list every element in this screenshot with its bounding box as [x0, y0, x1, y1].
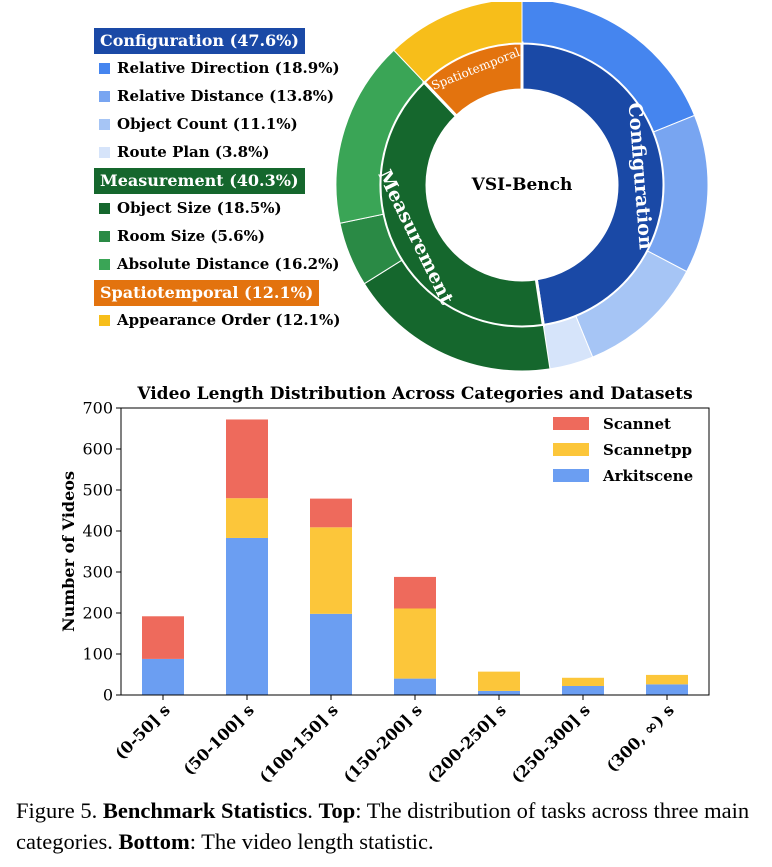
legend-item-object-count: Object Count (11.1%): [94, 110, 354, 138]
legend-label-scannet: Scannet: [603, 415, 671, 433]
video-length-bar-chart: Video Length Distribution Across Categor…: [59, 384, 710, 787]
legend-label-arkitscene: Arkitscene: [602, 467, 693, 485]
caption-top-label: Top: [318, 798, 356, 823]
y-axis-label: Number of Videos: [59, 471, 78, 632]
bar-scannetpp-3: [394, 608, 436, 679]
bar-arkitscene-4: [478, 690, 520, 695]
bar-arkitscene-0: [142, 658, 184, 695]
legend-swatch-arkitscene: [553, 469, 589, 482]
legend-item-route-plan: Route Plan (3.8%): [94, 138, 354, 166]
legend-label: Absolute Distance (16.2%): [117, 255, 340, 273]
sunburst-center-label: VSI-Bench: [471, 175, 573, 195]
y-tick-label: 100: [82, 645, 113, 664]
caption-bottom-text: : The video length statistic.: [189, 829, 434, 854]
legend-item-relative-direction: Relative Direction (18.9%): [94, 54, 354, 82]
legend-swatch-scannet: [553, 417, 589, 430]
legend-swatch: [99, 202, 110, 214]
legend-label: Route Plan (3.8%): [117, 143, 270, 161]
x-tick-label: (300, ∞) s: [602, 700, 677, 775]
x-tick-label: (50-100] s: [179, 700, 258, 779]
legend-header-measurement: Measurement (40.3%): [94, 168, 305, 194]
y-tick-label: 0: [103, 686, 113, 705]
x-tick-label: (250-300] s: [507, 700, 593, 786]
legend-item-appearance-order: Appearance Order (12.1%): [94, 306, 354, 334]
legend-label-scannetpp: Scannetpp: [603, 441, 692, 459]
bar-arkitscene-3: [394, 678, 436, 695]
x-tick-label: (200-250] s: [423, 700, 509, 786]
caption-top-text: : The distribution of tasks across three…: [16, 798, 750, 854]
legend-swatch-scannetpp: [553, 443, 589, 456]
caption-prefix: Figure 5.: [16, 798, 103, 823]
sunburst-chart: ConfigurationMeasurementSpatiotemporalVS…: [335, 2, 709, 372]
legend-header-configuration: Configuration (47.6%): [94, 28, 305, 54]
legend-header-spatiotemporal: Spatiotemporal (12.1%): [94, 280, 320, 306]
sunburst-outer-appearance-order: [393, 2, 523, 83]
legend-item-room-size: Room Size (5.6%): [94, 222, 354, 250]
x-tick-label: (0-50] s: [111, 700, 174, 763]
legend-swatch: [99, 146, 110, 158]
legend-group-configuration: Configuration (47.6%) Relative Direction …: [94, 28, 354, 166]
chart-title: Video Length Distribution Across Categor…: [136, 384, 692, 404]
plot-frame: [120, 407, 710, 696]
y-tick-label: 400: [82, 522, 113, 541]
bar-scannet-3: [394, 576, 436, 609]
caption-bottom-label: Bottom: [118, 829, 190, 854]
x-tick-label: (150-200] s: [339, 700, 425, 786]
legend-label: Room Size (5.6%): [117, 227, 265, 245]
x-tick-label: (100-150] s: [255, 700, 341, 786]
y-tick-label: 700: [82, 399, 113, 418]
bar-scannet-1: [226, 419, 268, 499]
bar-arkitscene-6: [646, 684, 688, 695]
bar-scannetpp-1: [226, 498, 268, 538]
bar-scannet-0: [142, 616, 184, 659]
legend-item-absolute-distance: Absolute Distance (16.2%): [94, 250, 354, 278]
legend-group-spatiotemporal: Spatiotemporal (12.1%) Appearance Order (…: [94, 280, 354, 334]
legend-group-measurement: Measurement (40.3%) Object Size (18.5%) Ro…: [94, 168, 354, 278]
bar-arkitscene-1: [226, 537, 268, 695]
bar-scannetpp-5: [562, 677, 604, 686]
legend-swatch: [99, 230, 110, 242]
legend-swatch: [99, 90, 110, 102]
bar-arkitscene-5: [562, 685, 604, 695]
legend-label: Relative Direction (18.9%): [117, 59, 340, 77]
task-legend: Configuration (47.6%) Relative Direction …: [94, 28, 354, 336]
legend-swatch: [99, 62, 110, 74]
legend-label: Appearance Order (12.1%): [117, 311, 341, 329]
y-tick-label: 200: [82, 604, 113, 623]
y-tick-label: 300: [82, 563, 113, 582]
bar-scannetpp-2: [310, 527, 352, 614]
legend-swatch: [99, 314, 110, 326]
y-tick-label: 600: [82, 440, 113, 459]
legend-label: Relative Distance (13.8%): [117, 87, 335, 105]
bar-scannet-2: [310, 498, 352, 528]
caption-title: Benchmark Statistics: [102, 798, 308, 823]
y-tick-label: 500: [82, 481, 113, 500]
bar-arkitscene-2: [310, 613, 352, 695]
legend-swatch: [99, 258, 110, 270]
legend-item-object-size: Object Size (18.5%): [94, 194, 354, 222]
caption-after-title: .: [307, 798, 319, 823]
bar-scannetpp-6: [646, 674, 688, 685]
legend-label: Object Size (18.5%): [117, 199, 282, 217]
bar-scannetpp-4: [478, 671, 520, 691]
legend-item-relative-distance: Relative Distance (13.8%): [94, 82, 354, 110]
legend-label: Object Count (11.1%): [117, 115, 298, 133]
figure-caption: Figure 5. Benchmark Statistics. Top: The…: [16, 795, 761, 857]
legend-swatch: [99, 118, 110, 130]
